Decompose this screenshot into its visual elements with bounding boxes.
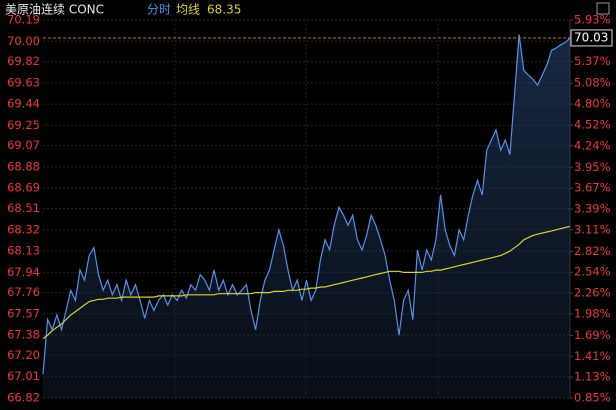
y-tick-label: 66.82: [7, 391, 40, 405]
y-tick-label: 69.63: [7, 75, 40, 89]
y-tick-label: 69.82: [7, 54, 40, 68]
y-tick-label: 68.51: [7, 201, 40, 215]
plot: 70.19 70.00 69.82 69.63 69.44 69.25 69.07 68.88…: [7, 13, 613, 405]
y2-tick-label: 4.80%: [574, 97, 611, 111]
y2-tick-label: 1.98%: [574, 306, 611, 320]
y-tick-label: 70.19: [7, 13, 40, 27]
last-price-box: [570, 29, 613, 47]
y-tick-label: 67.94: [7, 265, 40, 279]
y-tick-label: 68.13: [7, 244, 40, 258]
y2-tick-label: 1.69%: [574, 328, 611, 342]
y2-tick-label: 2.26%: [574, 286, 611, 300]
legend-entry: 分时: [147, 3, 171, 17]
y-tick-label: 67.38: [7, 328, 40, 342]
chart-title: 美原油连续 CONC: [5, 2, 104, 17]
y-tick-label: 68.32: [7, 222, 40, 236]
y-tick-label: 67.20: [7, 348, 40, 362]
y-tick-label: 69.07: [7, 138, 40, 152]
area-fill: [43, 34, 570, 398]
last-price-label: 70.03: [574, 30, 608, 44]
y-tick-label: 69.44: [7, 97, 40, 111]
legend-entry: 均线: [176, 3, 200, 17]
y2-tick-label: 5.93%: [574, 13, 611, 27]
y2-tick-label: 0.85%: [574, 391, 611, 405]
y-tick-label: 69.25: [7, 118, 40, 132]
y-tick-label: 67.76: [7, 285, 40, 299]
y2-tick-label: 4.52%: [574, 117, 611, 131]
series-line: [42, 225, 571, 340]
y2-tick-label: 4.24%: [574, 138, 611, 152]
y2-tick-label: 2.82%: [574, 244, 611, 258]
y2-tick-label: 1.13%: [574, 370, 611, 384]
y2-tick-label: 5.37%: [574, 54, 611, 68]
y2-tick-label: 3.67%: [574, 181, 611, 195]
y2-tick-label: 3.95%: [574, 160, 611, 174]
y-tick-label: 67.01: [7, 369, 40, 383]
y2-tick-label: 3.39%: [574, 202, 611, 216]
y2-tick-label: 2.54%: [574, 265, 611, 279]
y-tick-label: 67.57: [7, 306, 40, 320]
y-tick-label: 68.69: [7, 181, 40, 195]
y2-tick-label: 5.08%: [574, 76, 611, 90]
series-line: [42, 34, 571, 375]
y-tick-label: 68.88: [7, 159, 40, 173]
vertical-grid: [174, 20, 439, 398]
y2-tick-label: 1.41%: [574, 349, 611, 363]
window-icon[interactable]: [596, 2, 610, 15]
y-tick-label: 70.00: [7, 34, 40, 48]
avg-value: 68.35: [207, 3, 241, 17]
y2-tick-label: 3.11%: [574, 222, 611, 236]
